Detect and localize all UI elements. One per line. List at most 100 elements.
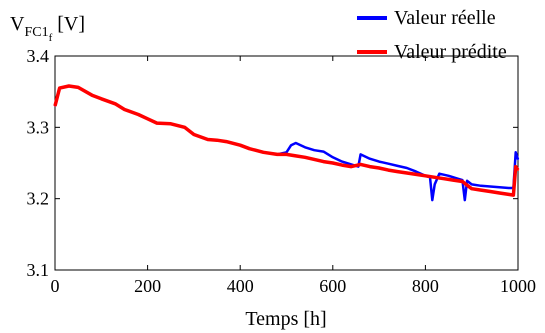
data-point-actual bbox=[480, 185, 482, 187]
data-point-predicted bbox=[514, 165, 517, 168]
data-point-predicted bbox=[114, 103, 116, 105]
data-point-predicted bbox=[517, 169, 519, 171]
data-point-actual bbox=[406, 167, 408, 169]
data-point-predicted bbox=[433, 176, 436, 179]
data-point-predicted bbox=[322, 160, 325, 163]
x-tick-label: 400 bbox=[227, 276, 254, 296]
data-point-predicted bbox=[452, 179, 455, 181]
data-point-predicted bbox=[369, 165, 371, 168]
data-point-predicted bbox=[225, 140, 228, 143]
data-point-actual bbox=[322, 150, 325, 153]
x-tick-label: 200 bbox=[134, 276, 161, 296]
data-point-predicted bbox=[285, 153, 288, 156]
data-point-predicted bbox=[137, 113, 140, 116]
data-point-actual bbox=[517, 158, 519, 161]
legend-label-predicted: Valeur prédite bbox=[394, 41, 507, 63]
data-point-actual bbox=[489, 185, 492, 188]
data-point-predicted bbox=[341, 164, 343, 166]
y-axis-label-unit: [V] bbox=[57, 13, 85, 35]
data-point-actual bbox=[464, 199, 466, 201]
x-tick-label: 800 bbox=[412, 276, 439, 296]
data-point-actual bbox=[498, 186, 501, 189]
y-axis-label-sub: FC1 bbox=[24, 25, 48, 40]
data-point-actual bbox=[415, 170, 417, 173]
data-point-predicted bbox=[424, 175, 427, 177]
data-point-predicted bbox=[156, 122, 158, 124]
data-point-predicted bbox=[248, 147, 251, 150]
data-point-actual bbox=[369, 157, 371, 160]
y-tick-label: 3.1 bbox=[27, 260, 50, 280]
data-point-actual bbox=[507, 187, 510, 189]
data-point-predicted bbox=[507, 193, 510, 196]
x-tick-label: 600 bbox=[319, 276, 346, 296]
data-point-actual bbox=[341, 160, 343, 163]
data-point-predicted bbox=[387, 169, 390, 171]
data-point-actual bbox=[295, 142, 297, 144]
legend: Valeur réelle Valeur prédite bbox=[357, 7, 507, 63]
y-axis-label-subsub: f bbox=[49, 32, 53, 44]
data-point-predicted bbox=[77, 86, 79, 89]
data-point-actual bbox=[387, 162, 390, 165]
data-point-predicted bbox=[58, 87, 61, 89]
data-point-predicted bbox=[54, 105, 56, 107]
data-point-predicted bbox=[276, 153, 279, 156]
tick-labels: 0 200 400 600 800 1000 3.1 3.2 3.3 3.4 bbox=[27, 46, 537, 296]
data-point-predicted bbox=[68, 85, 70, 87]
data-point-predicted bbox=[461, 180, 464, 183]
data-point-actual bbox=[514, 151, 517, 154]
tick-marks bbox=[54, 55, 519, 271]
x-tick-label: 1000 bbox=[500, 276, 536, 296]
y-tick-label: 3.4 bbox=[27, 46, 50, 66]
data-point-predicted bbox=[295, 155, 297, 157]
y-tick-label: 3.2 bbox=[27, 189, 50, 209]
data-point-predicted bbox=[359, 163, 362, 166]
data-point-predicted bbox=[239, 144, 241, 146]
data-point-actual bbox=[304, 146, 306, 149]
data-point-predicted bbox=[406, 172, 408, 174]
data-point-predicted bbox=[480, 189, 482, 191]
data-point-predicted bbox=[262, 151, 265, 154]
data-point-actual bbox=[290, 144, 292, 146]
data-point-predicted bbox=[207, 138, 209, 141]
data-point-actual bbox=[438, 172, 441, 175]
legend-label-actual: Valeur réelle bbox=[394, 7, 496, 29]
data-point-actual bbox=[431, 199, 434, 201]
data-point-predicted bbox=[216, 139, 218, 141]
data-point-actual bbox=[332, 156, 334, 159]
y-axis-label: VFC1f [V] bbox=[10, 13, 85, 44]
data-point-predicted bbox=[100, 98, 103, 100]
series-layer bbox=[53, 84, 520, 202]
data-point-predicted bbox=[146, 118, 149, 120]
data-point-predicted bbox=[183, 126, 186, 129]
data-point-actual bbox=[433, 183, 436, 186]
data-point-predicted bbox=[378, 167, 380, 169]
data-point-predicted bbox=[313, 158, 316, 161]
data-point-predicted bbox=[443, 177, 445, 180]
data-point-predicted bbox=[193, 133, 195, 136]
data-point-actual bbox=[470, 183, 473, 186]
x-axis-label: Temps [h] bbox=[245, 308, 326, 330]
data-point-predicted bbox=[91, 94, 93, 96]
data-point-predicted bbox=[489, 190, 492, 193]
plot-area bbox=[54, 55, 519, 271]
svg-text:VFC1f[V]: VFC1f [V] bbox=[10, 13, 85, 44]
data-point-predicted bbox=[498, 192, 501, 194]
data-point-actual bbox=[359, 153, 362, 156]
data-point-actual bbox=[313, 149, 316, 151]
x-tick-label: 0 bbox=[51, 276, 60, 296]
data-point-predicted bbox=[512, 194, 515, 196]
y-tick-label: 3.3 bbox=[27, 117, 50, 137]
data-point-predicted bbox=[332, 162, 334, 164]
y-axis-label-main: V bbox=[10, 13, 25, 35]
data-point-predicted bbox=[123, 108, 126, 111]
data-point-predicted bbox=[304, 156, 306, 159]
data-point-actual bbox=[447, 175, 450, 177]
data-point-actual bbox=[396, 165, 399, 167]
data-point-predicted bbox=[170, 123, 172, 125]
data-point-actual bbox=[466, 180, 468, 182]
data-point-predicted bbox=[415, 173, 417, 176]
data-point-actual bbox=[378, 160, 380, 163]
data-point-predicted bbox=[350, 165, 353, 168]
